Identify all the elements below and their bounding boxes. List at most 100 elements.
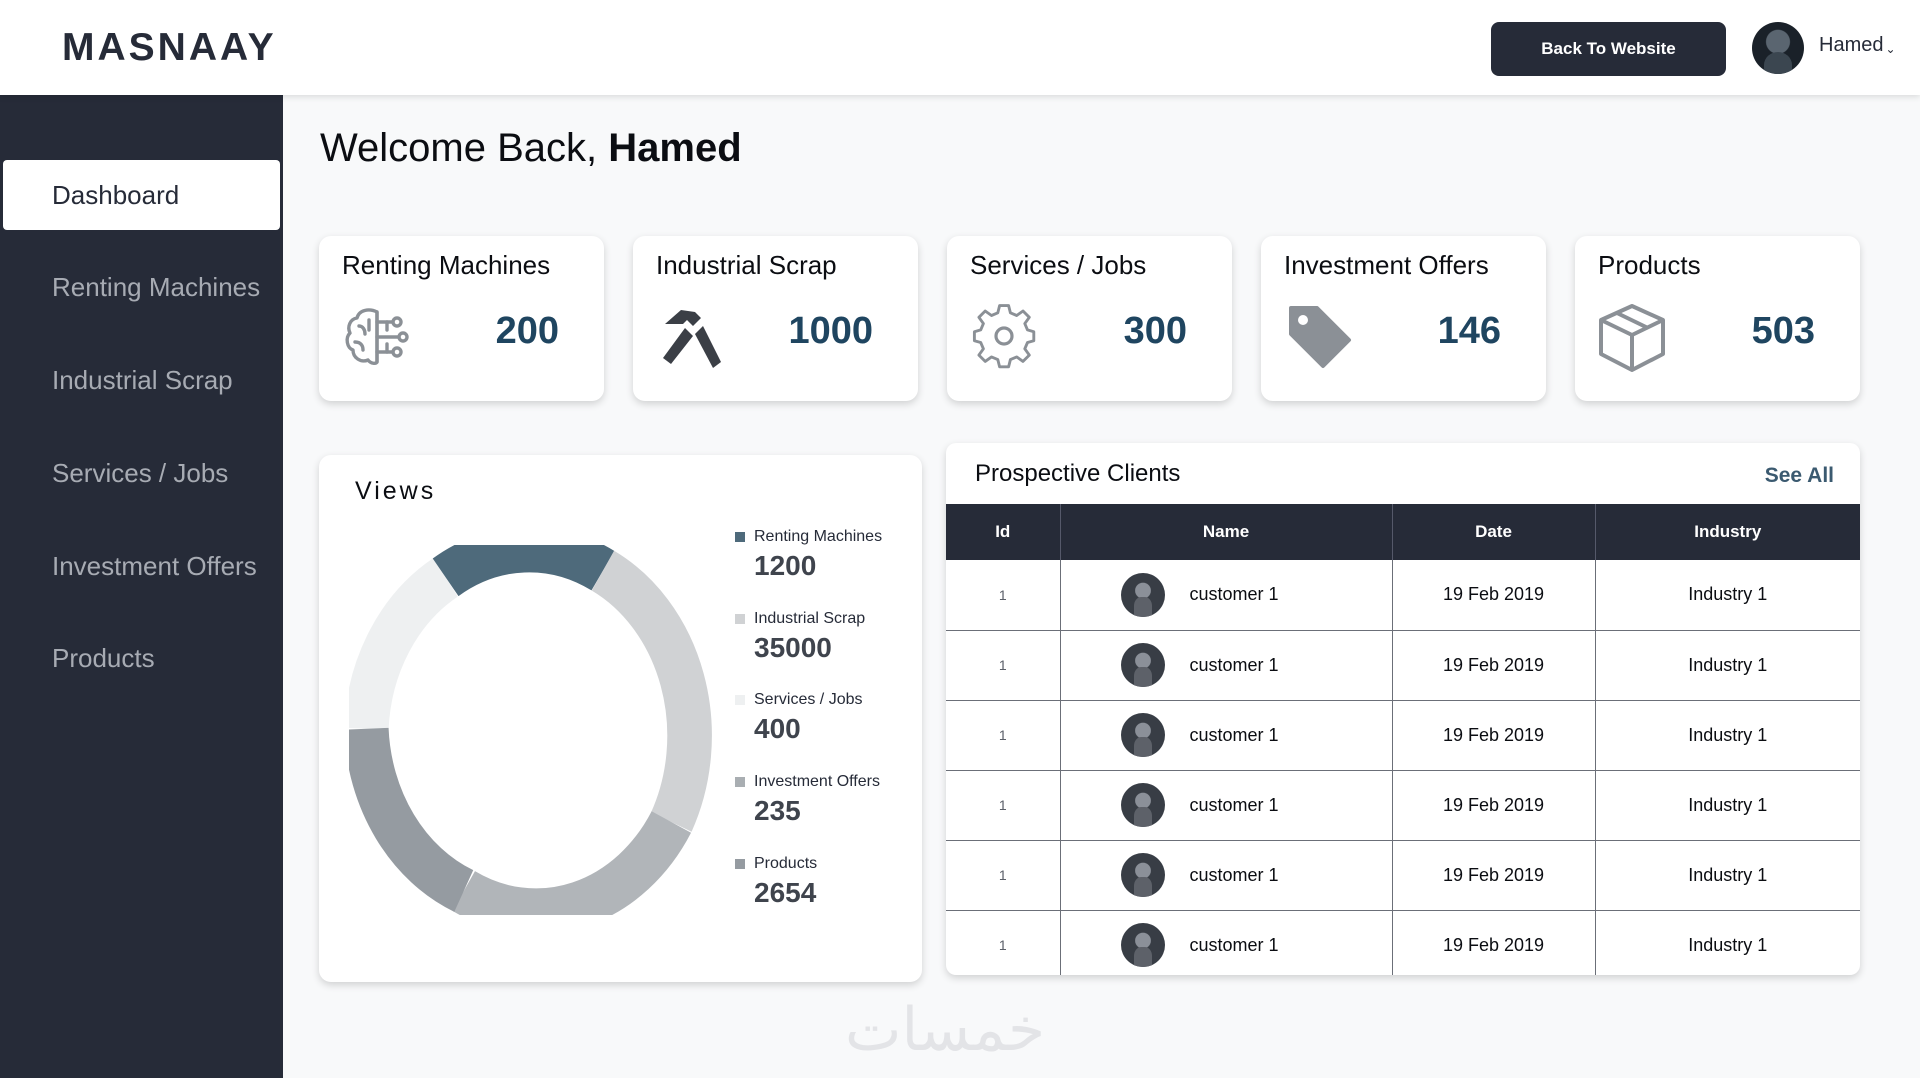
gear-icon [972,304,1036,369]
client-avatar [1120,572,1165,617]
table-row[interactable]: 1 customer 1 19 Feb 2019 Industry 1 [946,840,1860,911]
legend-item: Investment Offers 235 [735,773,915,827]
sidebar-item-products[interactable]: Products [3,623,280,693]
client-name: customer 1 [1189,864,1279,885]
table-row[interactable]: 1 customer 1 19 Feb 2019 Industry 1 [946,560,1860,631]
hammer-icon [663,310,721,368]
client-name: customer 1 [1189,934,1279,955]
sidebar: Dashboard Renting Machines Industrial Sc… [0,95,283,1078]
legend-item: Industrial Scrap 35000 [735,610,915,664]
back-to-website-button[interactable]: Back To Website [1491,22,1726,76]
table-row[interactable]: 1 customer 1 19 Feb 2019 Industry 1 [946,700,1860,771]
views-donut-chart [349,545,712,915]
legend-label: Industrial Scrap [754,610,866,627]
donut-segment-industrial-scrap [591,550,712,832]
sidebar-item-label: Services / Jobs [52,457,229,488]
legend-value: 400 [754,713,801,744]
stat-card-services-jobs[interactable]: Services / Jobs 300 [947,236,1232,401]
tag-icon [1289,306,1351,368]
cell-industry: Industry 1 [1595,840,1860,911]
chevron-down-icon: ⌄ [1885,41,1896,56]
cell-industry: Industry 1 [1595,630,1860,701]
cell-name: customer 1 [1060,770,1393,841]
sidebar-item-services-jobs[interactable]: Services / Jobs [3,438,280,508]
sidebar-item-renting-machines[interactable]: Renting Machines [3,252,280,322]
cell-date: 19 Feb 2019 [1392,630,1596,701]
stat-value: 146 [1437,310,1501,352]
cell-id: 1 [946,700,1061,771]
cell-industry: Industry 1 [1595,770,1860,841]
cell-date: 19 Feb 2019 [1392,770,1596,841]
cell-name: customer 1 [1060,560,1393,631]
donut-segment-products [452,810,692,915]
stat-title: Investment Offers [1284,250,1489,280]
column-header-industry[interactable]: Industry [1595,504,1860,560]
stat-card-products[interactable]: Products 503 [1575,236,1860,401]
client-name: customer 1 [1189,794,1279,815]
legend-swatch [735,614,745,624]
cell-date: 19 Feb 2019 [1392,840,1596,911]
views-title: Views [355,477,437,505]
stat-card-renting-machines[interactable]: Renting Machines 200 [319,236,604,401]
legend-value: 1200 [754,550,817,581]
legend-label: Products [754,855,818,872]
sidebar-item-label: Renting Machines [52,271,261,302]
legend-label: Services / Jobs [754,691,863,708]
cell-industry: Industry 1 [1595,700,1860,771]
legend-value: 235 [754,795,801,826]
clients-title: Prospective Clients [975,460,1181,487]
sidebar-item-industrial-scrap[interactable]: Industrial Scrap [3,345,280,415]
user-avatar[interactable] [1752,22,1804,74]
stat-card-industrial-scrap[interactable]: Industrial Scrap 1000 [633,236,918,401]
cell-industry: Industry 1 [1595,910,1860,975]
cell-name: customer 1 [1060,700,1393,771]
cell-id: 1 [946,770,1061,841]
prospective-clients-card: Prospective Clients See All Id Name Date… [946,443,1860,975]
brand-logo[interactable]: MASNAAY [62,26,277,69]
legend-value: 2654 [754,877,817,908]
welcome-prefix: Welcome Back, [320,126,609,170]
legend-swatch [735,859,745,869]
donut-segment-investment-offers [349,727,474,912]
donut-segment-services-jobs [349,558,459,731]
table-row[interactable]: 1 customer 1 19 Feb 2019 Industry 1 [946,770,1860,841]
stat-title: Renting Machines [342,250,551,280]
column-header-name[interactable]: Name [1060,504,1393,560]
cell-date: 19 Feb 2019 [1392,560,1596,631]
client-avatar [1120,853,1165,897]
stat-title: Products [1598,250,1701,280]
views-chart-card: Views Renting Machines 1200 Industrial S… [319,455,922,982]
table-row[interactable]: 1 customer 1 19 Feb 2019 Industry 1 [946,630,1860,701]
see-all-link[interactable]: See All [1764,464,1834,487]
stat-value: 200 [495,310,559,352]
client-name: customer 1 [1189,724,1279,745]
client-avatar [1120,713,1165,757]
stat-value: 300 [1123,310,1187,352]
user-menu[interactable]: Hamed ⌄ [1819,34,1896,57]
stat-value: 503 [1751,310,1815,352]
table-row[interactable]: 1 customer 1 19 Feb 2019 Industry 1 [946,910,1860,975]
stat-card-investment-offers[interactable]: Investment Offers 146 [1261,236,1546,401]
cell-industry: Industry 1 [1595,560,1860,631]
column-header-date[interactable]: Date [1392,504,1596,560]
column-header-id[interactable]: Id [946,504,1061,560]
client-avatar [1120,783,1165,827]
legend-label: Investment Offers [754,773,880,790]
cell-id: 1 [946,630,1061,701]
cell-date: 19 Feb 2019 [1392,700,1596,771]
legend-swatch [735,695,745,705]
sidebar-item-dashboard[interactable]: Dashboard [3,160,280,230]
client-name: customer 1 [1189,584,1279,605]
table-header-row: Id Name Date Industry [946,504,1860,560]
cell-name: customer 1 [1060,910,1393,975]
clients-table: Id Name Date Industry 1 customer 1 19 Fe… [946,504,1860,975]
client-avatar [1120,923,1165,967]
donut-segment-renting-machines [432,545,615,597]
stat-title: Services / Jobs [970,250,1147,280]
watermark: خمسات [845,995,1046,1065]
client-name: customer 1 [1189,654,1279,675]
sidebar-item-label: Investment Offers [52,550,257,581]
sidebar-item-label: Industrial Scrap [52,364,233,395]
sidebar-item-investment-offers[interactable]: Investment Offers [3,531,280,601]
cell-id: 1 [946,840,1061,911]
